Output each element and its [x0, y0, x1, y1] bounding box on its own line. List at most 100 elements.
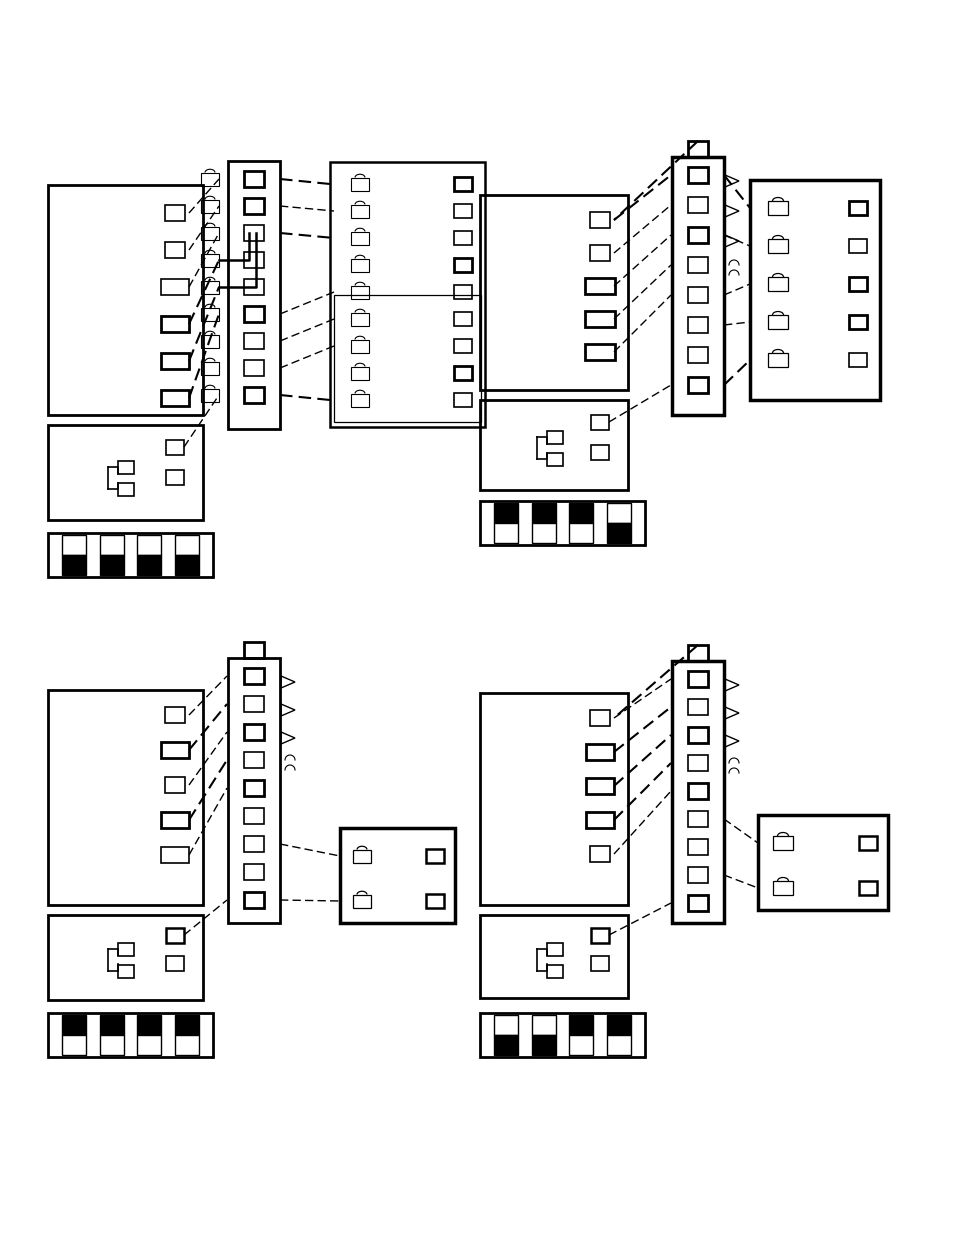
Bar — [584, 345, 615, 359]
Bar — [494, 1015, 517, 1035]
Bar — [494, 1035, 517, 1055]
Bar — [479, 693, 627, 905]
Bar — [479, 915, 627, 998]
Bar — [479, 501, 644, 545]
Bar — [687, 783, 707, 799]
Bar — [479, 400, 627, 490]
Bar — [687, 727, 707, 743]
Bar — [175, 535, 199, 555]
Bar — [590, 956, 608, 971]
Bar — [546, 942, 562, 956]
Bar — [687, 867, 707, 883]
Bar — [334, 295, 480, 422]
Bar — [244, 252, 264, 268]
Bar — [48, 690, 203, 905]
Bar — [454, 338, 472, 353]
Bar — [161, 742, 189, 758]
Bar — [687, 347, 707, 363]
Bar — [165, 706, 185, 722]
Bar — [584, 278, 615, 294]
Bar — [175, 1035, 199, 1055]
Bar — [175, 555, 199, 576]
Bar — [671, 661, 723, 923]
Bar — [687, 895, 707, 911]
Bar — [494, 522, 517, 543]
Bar — [118, 965, 133, 977]
Bar — [454, 204, 472, 219]
Bar — [531, 1015, 555, 1035]
Bar — [479, 195, 627, 390]
Bar — [137, 555, 161, 576]
Bar — [858, 836, 876, 850]
Bar — [589, 846, 609, 862]
Bar — [137, 1035, 161, 1055]
Bar — [62, 555, 86, 576]
Bar — [161, 353, 189, 369]
Bar — [687, 811, 707, 827]
Bar — [351, 394, 369, 406]
Bar — [454, 366, 472, 380]
Bar — [244, 697, 264, 713]
Bar — [161, 279, 189, 295]
Bar — [118, 461, 133, 473]
Bar — [454, 285, 472, 299]
Bar — [454, 231, 472, 245]
Bar — [546, 965, 562, 977]
Bar — [166, 469, 184, 484]
Bar — [165, 242, 185, 258]
Bar — [589, 245, 609, 261]
Bar — [479, 1013, 644, 1057]
Bar — [772, 836, 792, 850]
Bar — [848, 277, 866, 291]
Bar — [244, 752, 264, 768]
Bar — [531, 1035, 555, 1055]
Bar — [590, 445, 608, 459]
Bar — [118, 483, 133, 495]
Bar — [687, 287, 707, 303]
Bar — [454, 258, 472, 272]
Bar — [454, 177, 472, 191]
Bar — [494, 503, 517, 522]
Bar — [858, 881, 876, 895]
Bar — [244, 198, 264, 214]
Bar — [161, 811, 189, 827]
Bar — [671, 157, 723, 415]
Bar — [339, 827, 455, 923]
Bar — [99, 1015, 124, 1035]
Bar — [351, 205, 369, 217]
Bar — [590, 415, 608, 430]
Bar — [244, 306, 264, 322]
Bar — [118, 942, 133, 956]
Bar — [201, 173, 219, 185]
Bar — [201, 308, 219, 321]
Bar — [749, 180, 879, 400]
Bar — [606, 1015, 631, 1035]
Bar — [687, 141, 707, 157]
Bar — [758, 815, 887, 910]
Bar — [62, 1035, 86, 1055]
Bar — [848, 240, 866, 253]
Bar — [99, 555, 124, 576]
Bar — [585, 743, 614, 760]
Bar — [589, 710, 609, 726]
Bar — [848, 315, 866, 329]
Bar — [546, 452, 562, 466]
Bar — [426, 848, 443, 863]
Bar — [687, 839, 707, 855]
Bar — [48, 534, 213, 577]
Bar — [454, 393, 472, 408]
Bar — [165, 205, 185, 221]
Bar — [166, 440, 184, 454]
Bar — [351, 231, 369, 245]
Bar — [531, 522, 555, 543]
Bar — [351, 285, 369, 299]
Bar — [137, 1015, 161, 1035]
Bar — [767, 315, 787, 329]
Bar — [99, 1035, 124, 1055]
Bar — [569, 503, 593, 522]
Bar — [454, 312, 472, 326]
Bar — [62, 535, 86, 555]
Bar — [201, 389, 219, 401]
Bar — [767, 353, 787, 367]
Bar — [687, 755, 707, 771]
